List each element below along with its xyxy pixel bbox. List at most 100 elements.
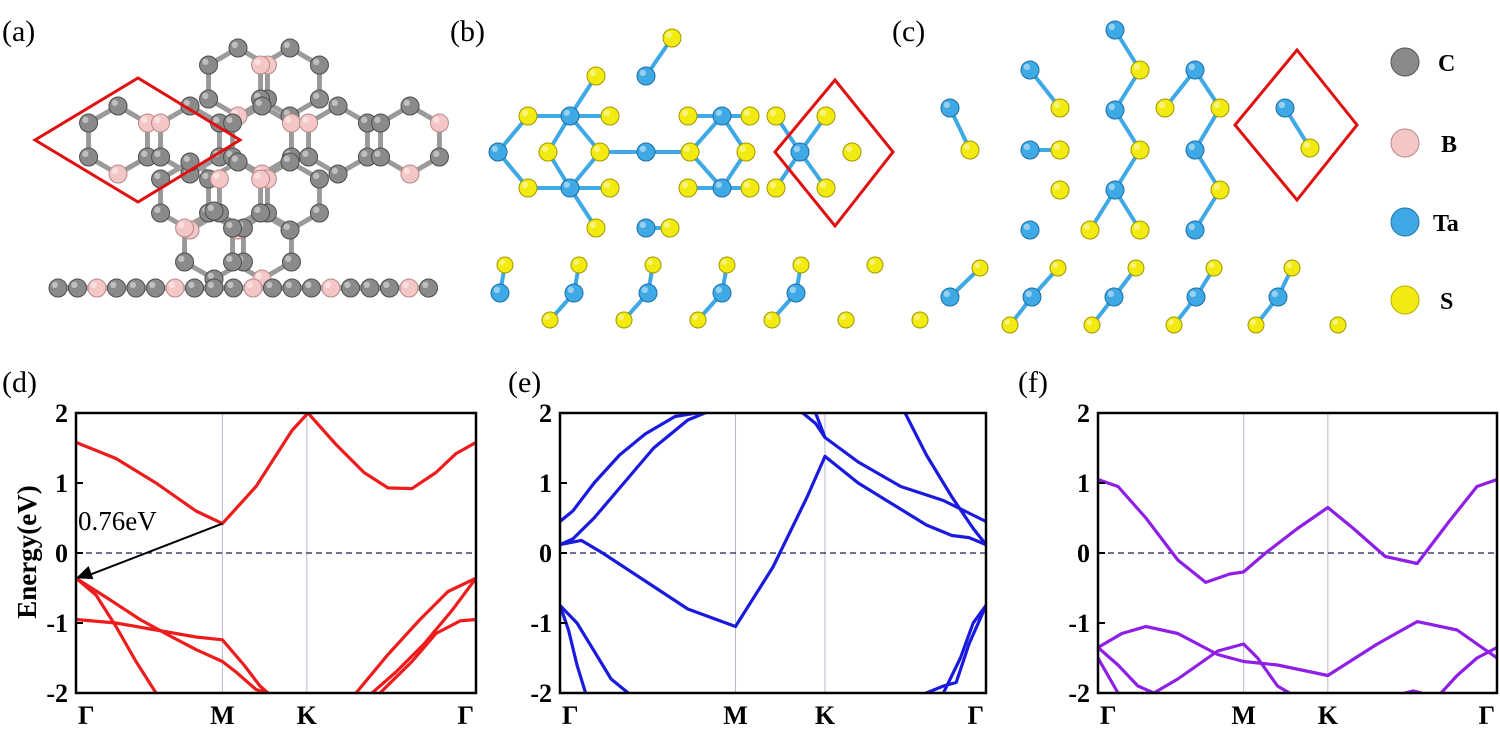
sulfur-atom	[866, 256, 884, 274]
sulfur-atom-highlight	[739, 145, 746, 153]
carbon-atom	[341, 278, 360, 298]
carbon-atom	[204, 201, 224, 221]
sulfur-atom	[816, 178, 836, 198]
band-d-5	[76, 617, 270, 693]
sulfur-atom-highlight	[603, 109, 610, 116]
sulfur-atom	[1300, 138, 1320, 158]
tantalum-atom-highlight	[943, 290, 950, 297]
bands-d	[76, 413, 476, 693]
tantalum-atom	[564, 283, 584, 303]
band-d-7	[370, 576, 476, 693]
sulfur-atom-highlight	[593, 145, 600, 153]
ytick-label-f-4: -2	[1068, 679, 1090, 708]
sulfur-atom	[1165, 316, 1183, 334]
carbon-atom-highlight	[283, 223, 290, 231]
carbon-atom	[309, 203, 329, 223]
sulfur-atom	[1001, 316, 1019, 334]
kpoint-label-e-2: K	[815, 701, 836, 730]
kpoint-label-e-1: M	[723, 701, 748, 730]
ytick-label-d-3: -1	[46, 609, 68, 638]
carbon-atom-highlight	[207, 272, 215, 279]
sulfur-atom	[1080, 220, 1100, 240]
tantalum-atom	[1105, 20, 1125, 40]
sulfur-atom-highlight	[721, 259, 727, 266]
structure-a-side-view	[48, 278, 438, 298]
boron-atom-highlight	[246, 281, 254, 288]
carbon-atom-highlight	[202, 58, 209, 65]
tantalum-atom	[638, 283, 658, 303]
sulfur-atom-highlight	[1133, 223, 1140, 231]
boron-atom	[87, 278, 107, 298]
carbon-atom	[309, 169, 329, 189]
sulfur-atom	[586, 218, 606, 238]
band-d-8	[378, 617, 476, 693]
boron-atom	[400, 164, 420, 184]
sulfur-atom-highlight	[692, 314, 698, 321]
sulfur-atom	[496, 256, 514, 274]
sulfur-atom	[678, 106, 698, 126]
legend-marker-ta	[1390, 207, 1420, 237]
boron-atom	[175, 218, 195, 238]
tantalum-atom-highlight	[793, 145, 800, 153]
carbon-atom	[281, 252, 301, 272]
carbon-atom	[224, 278, 243, 298]
legend-label-s: S	[1440, 289, 1453, 315]
tantalum-atom	[490, 283, 510, 303]
sulfur-atom	[837, 311, 855, 329]
carbon-atom-highlight	[154, 206, 161, 214]
sulfur-atom	[1210, 98, 1230, 118]
sulfur-atom	[570, 256, 588, 274]
kpoint-label-d-3: Γ	[457, 701, 474, 730]
carbon-atom	[251, 203, 271, 223]
tantalum-atom-highlight	[1107, 290, 1114, 297]
sulfur-atom	[1329, 316, 1347, 334]
carbon-atom-highlight	[227, 281, 234, 288]
boron-atom	[299, 113, 319, 133]
band-e-2	[560, 413, 698, 524]
sulfur-atom-highlight	[603, 181, 610, 189]
kpoint-label-d-2: K	[297, 701, 318, 730]
carbon-atom	[228, 152, 248, 172]
unit-cell-b	[773, 77, 895, 229]
boron-atom-highlight	[433, 116, 440, 123]
carbon-atom	[223, 218, 243, 238]
band-e-10	[941, 603, 986, 693]
bands-f	[1098, 477, 1497, 693]
sulfur-atom	[1050, 140, 1070, 160]
structure-a-top-view	[32, 38, 449, 289]
panel-label-c: (c)	[892, 15, 925, 48]
boron-atom	[108, 164, 128, 184]
carbon-atom	[309, 55, 329, 75]
tantalum-atom-highlight	[639, 69, 646, 76]
boron-atom-highlight	[255, 272, 262, 279]
unit-cell-a	[32, 76, 243, 204]
carbon-atom-highlight	[433, 150, 440, 158]
carbon-atom-highlight	[313, 206, 320, 214]
sulfur-atom-highlight	[914, 314, 920, 321]
carbon-atom-highlight	[403, 99, 410, 106]
tantalum-atom	[1268, 287, 1288, 307]
band-structure-e: 2 1 0 -1 -2 Γ M K Γ	[530, 399, 988, 730]
tantalum-atom-highlight	[1189, 290, 1196, 297]
legend-label-c: C	[1438, 51, 1455, 77]
atom-legend: C B Ta S	[1390, 47, 1459, 315]
sulfur-atom-highlight	[1053, 143, 1060, 151]
sulfur-atom-highlight	[743, 109, 750, 116]
boron-atom-highlight	[402, 281, 409, 288]
sulfur-atom-highlight	[1053, 101, 1060, 108]
sulfur-atom	[615, 311, 633, 329]
carbon-atom-highlight	[331, 99, 338, 106]
sulfur-atom-highlight	[681, 181, 688, 189]
tantalum-atom	[1022, 287, 1042, 307]
tantalum-atom	[712, 178, 732, 198]
kpoint-label-f-1: M	[1231, 701, 1256, 730]
tantalum-atom-highlight	[567, 286, 574, 293]
carbon-atom	[302, 278, 321, 298]
carbon-atom	[299, 147, 319, 167]
carbon-atom-highlight	[154, 150, 161, 158]
carbon-atom-highlight	[302, 150, 309, 158]
boron-atom	[281, 113, 301, 133]
carbon-atom	[280, 220, 300, 240]
tantalum-atom-highlight	[641, 286, 648, 293]
tantalum-atom	[1105, 180, 1125, 200]
